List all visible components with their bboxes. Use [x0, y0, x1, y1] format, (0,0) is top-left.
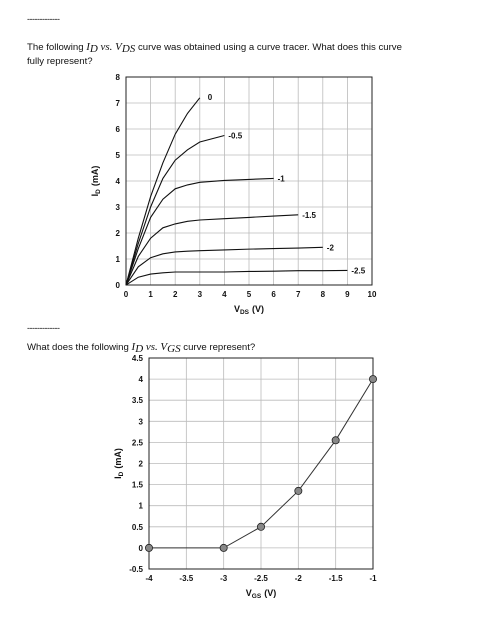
- math-sub: D: [134, 343, 143, 355]
- data-point: [331, 436, 340, 445]
- x-tick-label: 0: [124, 290, 129, 299]
- math-var: V: [115, 41, 123, 53]
- question-text: curve represent?: [183, 342, 255, 353]
- y-tick-label: -0.5: [129, 565, 143, 574]
- y-tick-label: 1: [139, 502, 144, 511]
- label-sub: D: [118, 471, 125, 476]
- curve-label: -2.5: [351, 266, 365, 275]
- math-sub: DS: [121, 43, 136, 55]
- curve: [125, 269, 348, 286]
- question-text: What does the following: [27, 342, 129, 353]
- math-var: V: [160, 341, 168, 353]
- question-text: The following: [27, 42, 84, 53]
- y-tick-label: 7: [116, 99, 121, 108]
- y-axis-label: ID (mA): [113, 448, 125, 479]
- y-tick-label: 4: [116, 177, 121, 186]
- y-tick-label: 4: [139, 375, 144, 384]
- x-tick-label: 6: [271, 290, 276, 299]
- question: The following ID vs. VDS curve was obtai…: [27, 41, 402, 55]
- plot-frame: [125, 76, 373, 286]
- math-var: I: [131, 341, 137, 353]
- label-var: V: [246, 588, 252, 598]
- x-tick-label: 4: [222, 290, 227, 299]
- y-tick-label: 3.5: [132, 396, 144, 405]
- x-tick-label: -2: [295, 574, 303, 583]
- y-tick-label: 0: [139, 544, 144, 553]
- x-tick-label: 9: [345, 290, 350, 299]
- separator: -------------: [27, 323, 60, 333]
- math-vs: vs.: [146, 341, 158, 353]
- data-point: [368, 375, 377, 384]
- curve: [125, 97, 201, 286]
- y-tick-label: 1.5: [132, 481, 144, 490]
- data-point: [219, 543, 228, 552]
- curve: [125, 134, 225, 286]
- y-tick-label: 4.5: [132, 354, 144, 363]
- x-tick-label: 10: [368, 290, 377, 299]
- y-tick-label: 8: [116, 73, 121, 82]
- x-tick-label: 2: [173, 290, 178, 299]
- y-tick-label: 0.5: [132, 523, 144, 532]
- math-sub: GS: [167, 343, 181, 355]
- label-unit: (mA): [113, 448, 123, 469]
- curve-label: -1.5: [302, 211, 316, 220]
- label-unit: (mA): [90, 166, 100, 187]
- y-tick-label: 6: [116, 125, 121, 134]
- curve: [125, 214, 299, 286]
- curve: [149, 378, 374, 549]
- math-sub: D: [89, 43, 98, 55]
- label-sub: DS: [240, 309, 250, 316]
- y-tick-label: 0: [116, 281, 121, 290]
- question-text: curve was obtained using a curve tracer.…: [138, 42, 402, 53]
- label-var: I: [90, 194, 100, 197]
- curve: [125, 246, 323, 286]
- label-unit: (V): [264, 588, 276, 598]
- x-axis-label: VDS (V): [234, 304, 264, 316]
- x-tick-label: 3: [198, 290, 203, 299]
- label-var: I: [113, 476, 123, 479]
- x-tick-label: 8: [321, 290, 326, 299]
- label-var: V: [234, 304, 240, 314]
- label-sub: GS: [252, 593, 262, 600]
- x-tick-label: -1.5: [329, 574, 343, 583]
- math-vs: vs.: [101, 41, 113, 53]
- x-tick-label: 7: [296, 290, 301, 299]
- question: What does the following ID vs. VGS curve…: [27, 341, 255, 355]
- x-tick-label: 5: [247, 290, 252, 299]
- y-tick-label: 5: [116, 151, 121, 160]
- curve-label: -1: [278, 174, 286, 183]
- x-tick-label: -3: [220, 574, 228, 583]
- plot-frame: [148, 357, 374, 570]
- y-tick-label: 2.5: [132, 438, 144, 447]
- curve-label: -2: [327, 243, 335, 252]
- label-sub: D: [95, 189, 102, 194]
- math-var: I: [85, 41, 91, 53]
- x-tick-label: -3.5: [179, 574, 193, 583]
- data-point: [144, 543, 153, 552]
- label-unit: (V): [252, 304, 264, 314]
- x-tick-label: -1: [369, 574, 377, 583]
- separator: -------------: [27, 14, 60, 24]
- curve-label: 0: [208, 93, 213, 102]
- x-tick-label: 1: [148, 290, 153, 299]
- y-tick-label: 3: [116, 203, 121, 212]
- curve: [125, 177, 274, 286]
- y-tick-label: 2: [116, 229, 121, 238]
- x-axis-label: VGS (V): [246, 588, 276, 600]
- question-text: fully represent?: [27, 56, 93, 67]
- y-tick-label: 3: [139, 417, 144, 426]
- x-tick-label: -2.5: [254, 574, 268, 583]
- x-tick-label: -4: [145, 574, 153, 583]
- y-tick-label: 1: [116, 255, 121, 264]
- y-tick-label: 2: [139, 460, 144, 469]
- curve-label: -0.5: [228, 132, 242, 141]
- data-point: [256, 522, 265, 531]
- y-axis-label: ID (mA): [90, 166, 102, 197]
- data-point: [294, 486, 303, 495]
